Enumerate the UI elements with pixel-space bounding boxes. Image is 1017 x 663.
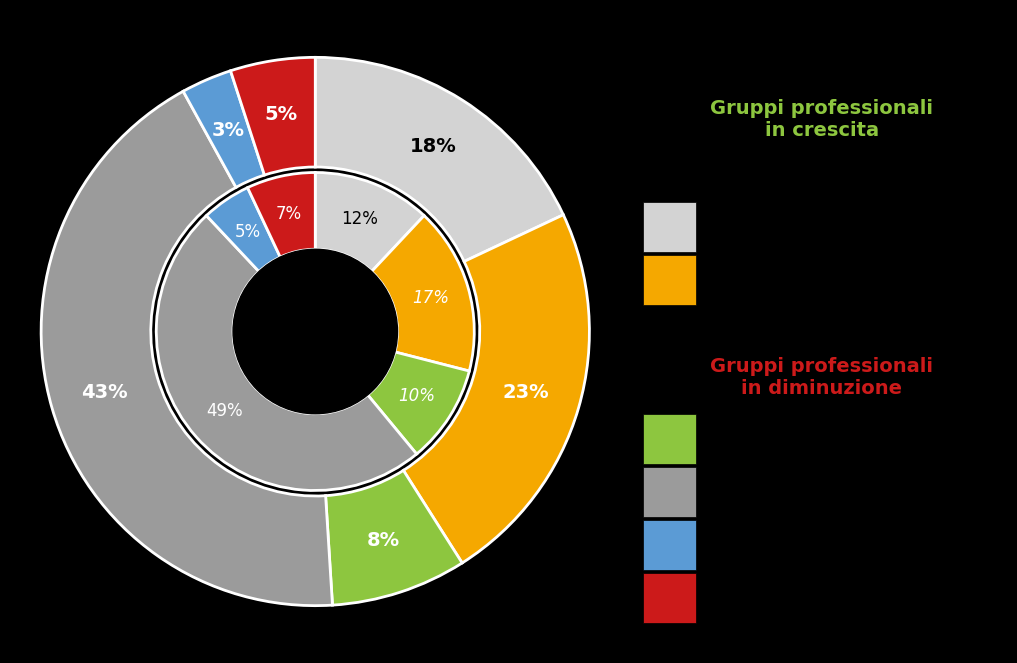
Wedge shape: [206, 188, 281, 272]
Wedge shape: [371, 215, 474, 371]
Bar: [643, 202, 696, 252]
Text: Gruppi professionali
in crescita: Gruppi professionali in crescita: [710, 99, 934, 140]
Bar: [643, 467, 696, 517]
Wedge shape: [404, 215, 590, 563]
Text: 5%: 5%: [264, 105, 298, 125]
Circle shape: [233, 249, 398, 414]
Bar: [643, 520, 696, 570]
Wedge shape: [157, 215, 417, 491]
Text: 12%: 12%: [342, 210, 378, 228]
Wedge shape: [315, 58, 563, 261]
Bar: [643, 414, 696, 464]
Text: 7%: 7%: [276, 205, 302, 223]
Text: 43%: 43%: [81, 383, 128, 402]
Text: 8%: 8%: [366, 530, 400, 550]
Wedge shape: [41, 91, 333, 605]
Bar: [643, 255, 696, 305]
Wedge shape: [315, 172, 424, 272]
Wedge shape: [368, 352, 469, 454]
Text: Gruppi professionali
in diminuzione: Gruppi professionali in diminuzione: [710, 357, 934, 398]
Wedge shape: [183, 71, 264, 188]
Wedge shape: [231, 58, 315, 175]
Text: 10%: 10%: [399, 387, 435, 405]
Text: 23%: 23%: [502, 383, 549, 402]
Text: 17%: 17%: [413, 289, 450, 307]
Wedge shape: [325, 470, 462, 605]
Text: 18%: 18%: [410, 137, 457, 156]
Text: 49%: 49%: [206, 402, 243, 420]
Wedge shape: [247, 172, 315, 257]
Bar: [643, 573, 696, 623]
Text: 5%: 5%: [234, 223, 260, 241]
Text: 3%: 3%: [212, 121, 245, 140]
